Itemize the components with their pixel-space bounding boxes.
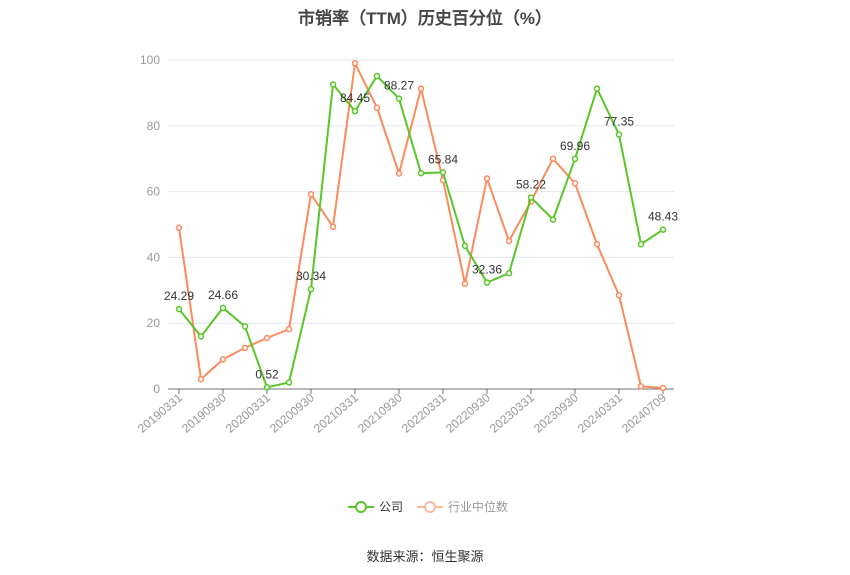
data-point-0 <box>417 169 425 177</box>
data-point-0 <box>549 216 557 223</box>
data-point-1 <box>263 334 271 342</box>
x-tick-label: 20240709 <box>619 390 669 435</box>
x-tick-label: 20240331 <box>575 390 625 435</box>
data-point-0 <box>527 194 535 201</box>
data-point-0 <box>351 107 359 115</box>
x-tick-label: 20210331 <box>311 390 361 435</box>
data-label: 30.34 <box>296 269 326 283</box>
data-point-1 <box>483 175 491 182</box>
x-tick-label: 20190331 <box>135 390 185 435</box>
legend-label-industry-median: 行业中位数 <box>448 500 509 514</box>
data-point-1 <box>637 383 645 390</box>
data-point-1 <box>571 180 579 187</box>
data-label: 32.36 <box>472 263 502 277</box>
data-label: 58.22 <box>516 177 546 191</box>
data-label: 24.66 <box>208 288 238 302</box>
data-point-0 <box>395 95 403 102</box>
data-label: 84.45 <box>340 91 370 105</box>
data-point-0 <box>483 279 491 286</box>
data-point-1 <box>307 190 315 198</box>
legend-label-company: 公司 <box>379 500 404 514</box>
legend-item-company[interactable]: 公司 <box>348 498 403 515</box>
y-tick-label: 40 <box>147 250 161 264</box>
x-tick-label: 20190930 <box>179 390 229 435</box>
data-point-0 <box>659 226 667 233</box>
data-point-0 <box>241 323 249 330</box>
data-point-1 <box>373 104 381 111</box>
data-point-1 <box>593 240 601 248</box>
data-label: 48.43 <box>648 210 678 224</box>
data-point-0 <box>593 85 601 92</box>
data-point-0 <box>329 81 337 88</box>
data-point-1 <box>285 325 293 333</box>
data-point-0 <box>439 169 447 176</box>
data-point-1 <box>615 291 623 299</box>
legend-green-marker-icon <box>348 500 374 513</box>
data-point-0 <box>307 285 315 293</box>
data-point-1 <box>461 280 469 287</box>
y-tick-label: 0 <box>153 382 160 396</box>
data-point-0 <box>615 131 623 138</box>
data-point-1 <box>219 356 227 363</box>
data-point-0 <box>219 304 227 312</box>
data-point-1 <box>417 85 425 92</box>
data-point-1 <box>351 60 359 67</box>
x-tick-label: 20220331 <box>399 390 449 435</box>
data-point-0 <box>637 240 645 248</box>
data-label: 77.35 <box>604 115 634 129</box>
data-point-0 <box>461 242 469 250</box>
legend-item-industry-median[interactable]: 行业中位数 <box>417 498 508 515</box>
data-point-0 <box>571 155 579 163</box>
data-point-0 <box>373 72 381 80</box>
y-tick-label: 100 <box>140 53 160 67</box>
x-tick-label: 20200930 <box>267 390 317 435</box>
x-tick-label: 20210930 <box>355 390 405 435</box>
x-tick-label: 20200331 <box>223 390 273 435</box>
data-label: 69.96 <box>560 139 590 153</box>
legend-orange-marker-icon <box>417 500 444 513</box>
data-point-1 <box>329 223 337 231</box>
y-tick-label: 20 <box>147 316 161 330</box>
data-source: 数据来源：恒生聚源 <box>366 549 484 564</box>
data-label: 0.52 <box>255 367 279 381</box>
data-point-1 <box>197 375 205 383</box>
y-tick-label: 60 <box>147 185 161 199</box>
data-point-0 <box>285 379 293 386</box>
y-tick-label: 80 <box>147 119 161 133</box>
data-label: 88.27 <box>384 79 414 93</box>
data-point-1 <box>505 237 513 245</box>
legend: 公司 行业中位数 <box>348 498 508 515</box>
data-point-0 <box>505 269 513 277</box>
data-point-1 <box>395 170 403 177</box>
data-point-0 <box>263 384 271 391</box>
data-label: 24.29 <box>164 289 194 303</box>
data-point-1 <box>241 344 249 352</box>
data-point-0 <box>175 305 183 313</box>
data-point-1 <box>175 224 183 232</box>
x-tick-label: 20230331 <box>487 390 537 435</box>
x-tick-label: 20220930 <box>443 390 493 435</box>
data-point-1 <box>659 384 667 392</box>
series-line-0 <box>178 74 664 389</box>
chart-title: 市销率（TTM）历史百分位（%） <box>297 9 553 28</box>
data-point-0 <box>197 333 205 340</box>
data-point-1 <box>549 155 557 162</box>
data-label: 65.84 <box>428 152 458 166</box>
x-tick-label: 20230930 <box>531 390 581 435</box>
